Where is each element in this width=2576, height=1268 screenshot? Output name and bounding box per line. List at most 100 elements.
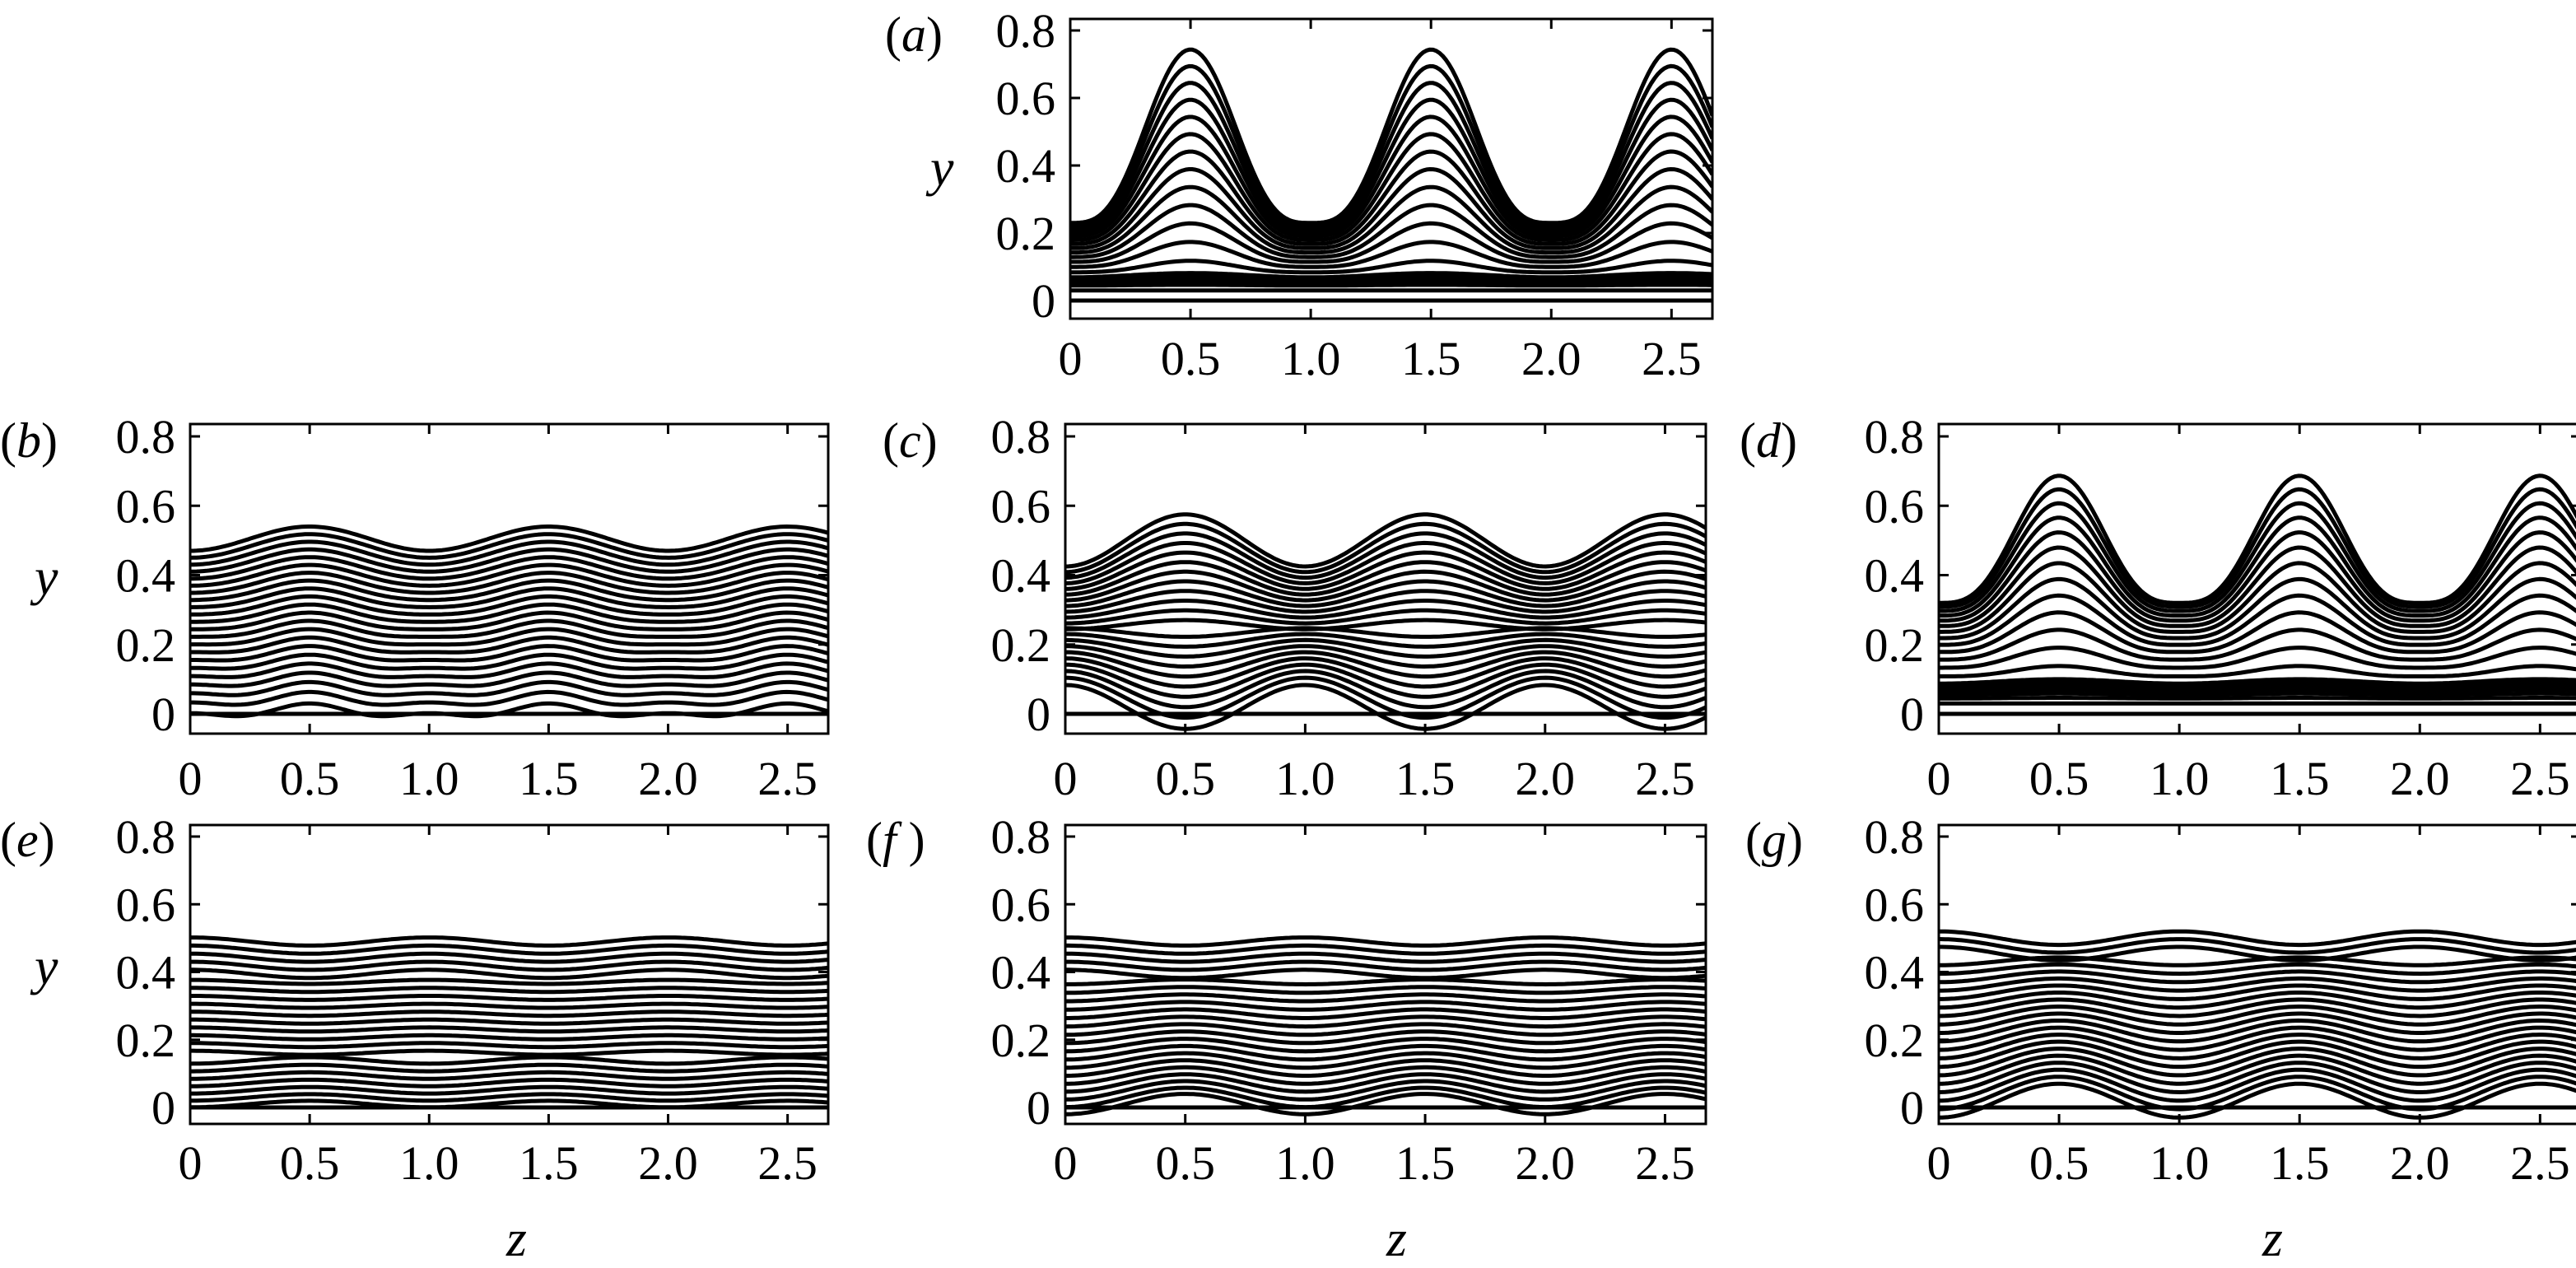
contour-line	[1939, 688, 2576, 694]
x-tick-label: 0.5	[1161, 332, 1221, 385]
y-tick-label: 0.6	[116, 479, 176, 533]
y-tick-label: 0.8	[991, 810, 1051, 864]
contour-line	[1939, 691, 2576, 697]
contour-line	[190, 652, 828, 671]
x-tick-label: 0	[1059, 332, 1083, 385]
contour-line	[1065, 959, 1706, 972]
contour-line	[1939, 610, 2576, 655]
contour-line	[1939, 593, 2576, 647]
y-tick-label: 0.2	[991, 1014, 1051, 1067]
y-tick-label: 0.6	[991, 878, 1051, 931]
contour-line	[1939, 1061, 2576, 1094]
contour-line	[190, 951, 828, 964]
contour-lines	[1065, 512, 1706, 731]
contour-line	[1939, 997, 2576, 1019]
contour-line	[1939, 1033, 2576, 1061]
contour-line	[1065, 1000, 1706, 1012]
contour-line	[190, 661, 828, 679]
contour-line	[190, 586, 828, 609]
contour-line	[1939, 576, 2576, 641]
contour-line	[190, 935, 828, 948]
y-tick-label: 0.6	[116, 878, 176, 931]
contour-line	[1065, 512, 1706, 569]
contour-line	[190, 1025, 828, 1034]
contour-line	[1065, 992, 1706, 1004]
contour-line	[1939, 664, 2576, 678]
y-tick-label: 0.8	[116, 410, 176, 464]
contour-line	[1065, 656, 1706, 689]
contour-line	[1939, 1005, 2576, 1027]
contour-line	[1070, 282, 1712, 288]
x-tick-label: 1.0	[1275, 1136, 1335, 1190]
contour-line	[190, 571, 828, 595]
y-tick-label: 0.8	[991, 410, 1051, 464]
contour-lines	[1939, 929, 2576, 1120]
contour-line	[1939, 545, 2576, 628]
contour-line	[190, 1001, 828, 1010]
y-tick-label: 0.4	[996, 139, 1056, 193]
x-tick-label: 0.5	[280, 752, 340, 805]
y-tick-label: 0	[1900, 688, 1924, 741]
x-tick-label: 0.5	[2029, 752, 2089, 805]
contour-line	[1939, 677, 2576, 686]
x-tick-label: 1.0	[1275, 752, 1335, 805]
contour-line	[1070, 149, 1712, 246]
contour-lines	[190, 524, 828, 719]
y-tick-label: 0.2	[1865, 1014, 1925, 1067]
contour-line	[1065, 550, 1706, 591]
panel-label: (g)	[1745, 813, 1803, 867]
contour-line	[1070, 63, 1712, 228]
plot-frame	[189, 823, 830, 1126]
contour-lines	[1939, 473, 2576, 716]
panels-group: 0 0.5 1.0 1.5 2.0 2.5 0 0.2 0.4 0.6 0.8 (a) y 0 0.5 1.0…	[0, 4, 2576, 1267]
contour-line	[1939, 944, 2576, 963]
contour-line	[1939, 1053, 2576, 1086]
y-tick-label: 0.2	[1865, 618, 1925, 672]
x-tick-label: 2.0	[638, 1136, 698, 1190]
x-tick-label: 2.5	[2510, 752, 2570, 805]
contour-line	[1065, 1085, 1706, 1110]
contour-line	[190, 627, 828, 647]
contour-line	[190, 977, 828, 986]
contour-line	[1939, 1039, 2576, 1070]
x-tick-label: 0.5	[280, 1136, 340, 1190]
y-tick-label: 0.4	[991, 549, 1051, 603]
x-tick-label: 1.5	[2270, 1136, 2330, 1190]
y-tick-label: 0.6	[991, 479, 1051, 533]
panel-d: 0 0.5 1.0 1.5 2.0 2.5 0 0.2 0.4 0.6 0.8 (d)	[1740, 410, 2576, 805]
x-tick-label: 0	[1927, 1136, 1951, 1190]
y-tick-label: 0.4	[116, 549, 176, 603]
panel-label: (b)	[0, 413, 58, 468]
y-tick-label: 0	[1900, 1081, 1924, 1135]
contour-line	[1939, 976, 2576, 993]
y-tick-label: 0.2	[116, 1014, 176, 1067]
contour-line	[1065, 1072, 1706, 1094]
contour-line	[1939, 1025, 2576, 1052]
contour-line	[190, 635, 828, 655]
contour-line	[1065, 560, 1706, 597]
contour-line	[1065, 618, 1706, 632]
contour-lines	[1070, 47, 1712, 303]
contour-line	[190, 1009, 828, 1019]
contour-line	[1065, 977, 1706, 986]
contour-line	[1065, 967, 1706, 981]
x-tick-label: 0.5	[1155, 1136, 1215, 1190]
contour-line	[1939, 487, 2576, 609]
contour-line	[190, 1084, 828, 1096]
contour-line	[1065, 1007, 1706, 1020]
contour-line	[1065, 644, 1706, 669]
contour-line	[1939, 473, 2576, 605]
panel-label: (d)	[1740, 413, 1797, 468]
contour-line	[1939, 991, 2576, 1010]
x-tick-label: 2.0	[1516, 752, 1576, 805]
contour-line	[1939, 1019, 2576, 1044]
contour-line	[1939, 1081, 2576, 1120]
contour-line	[1939, 561, 2576, 634]
contour-line	[190, 578, 828, 603]
y-tick-label: 0.8	[1865, 810, 1925, 864]
contour-line	[1065, 1022, 1706, 1037]
contour-line	[1070, 184, 1712, 255]
contour-line	[1070, 81, 1712, 231]
contour-line	[190, 959, 828, 972]
contour-line	[1070, 203, 1712, 259]
